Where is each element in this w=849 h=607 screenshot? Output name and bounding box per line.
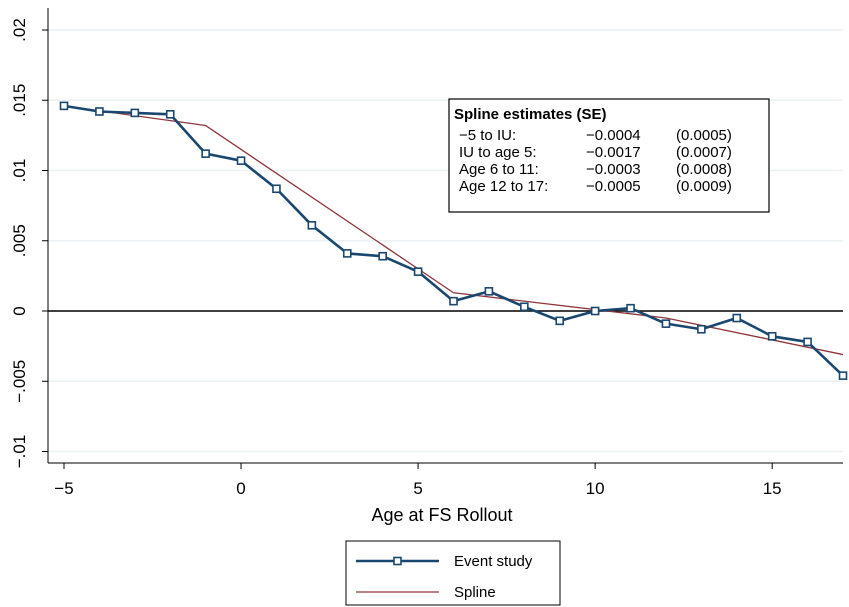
event-study-point: [449, 296, 458, 306]
event-study-point: [767, 331, 777, 341]
legend-frame: [345, 540, 561, 606]
spline-estimates-box: Spline estimates (SE) −5 to IU: −0.0004 (0…: [448, 98, 770, 213]
event-study-point: [342, 249, 352, 258]
event-study-point: [661, 319, 671, 328]
estimates-box-frame: [448, 98, 770, 213]
event-study-point: [378, 251, 387, 261]
y-tick-label: 0: [10, 306, 29, 315]
event-study-point: [732, 313, 742, 323]
estimate-row-value: −0.0005: [586, 178, 641, 195]
event-study-point: [130, 108, 140, 118]
x-tick-label: 5: [413, 479, 422, 498]
x-axis-title: Age at FS Rollout: [371, 505, 512, 525]
legend-event-study-marker: [393, 556, 402, 566]
x-tick-label: 15: [763, 479, 782, 498]
event-study-point: [307, 220, 317, 230]
event-study-point: [95, 107, 104, 116]
estimates-box-title: Spline estimates (SE): [454, 106, 607, 123]
estimate-row-se: (0.0007): [676, 144, 732, 161]
estimate-row-value: −0.0003: [586, 161, 641, 178]
event-study-point: [272, 184, 281, 194]
event-study-point: [555, 316, 565, 326]
event-study-point: [803, 337, 812, 347]
estimate-row-value: −0.0017: [586, 144, 641, 161]
legend-label: Spline: [454, 584, 496, 601]
event-study-point: [201, 149, 210, 158]
estimate-row-label: Age 12 to 17:: [459, 178, 548, 195]
estimate-row-label: Age 6 to 11:: [459, 161, 539, 178]
y-tick-label: .015: [10, 84, 29, 117]
x-tick-label: 10: [586, 479, 605, 498]
estimate-row-label: −5 to IU:: [459, 127, 516, 144]
y-tick-label: −.01: [10, 435, 29, 469]
event-study-point: [590, 306, 600, 316]
gridlines: [48, 29, 843, 453]
legend-label: Event study: [454, 553, 533, 570]
event-study-point: [165, 110, 175, 119]
event-study-point: [484, 287, 494, 296]
y-tick-label: .02: [10, 18, 29, 42]
event-study-point: [413, 267, 423, 276]
y-tick-label: −.005: [10, 360, 29, 403]
y-tick-label: .005: [10, 224, 29, 257]
event-study-point: [626, 303, 635, 313]
axes: .02 .015 .01 .005 0 −.005 −.01 −5 0 5 10 15: [10, 8, 843, 498]
legend-items: Event study Spline: [356, 553, 533, 601]
x-tick-label: 0: [236, 479, 245, 498]
x-tick-label: −5: [54, 479, 73, 498]
event-study-point: [236, 156, 246, 165]
estimates-box-rows: −5 to IU: −0.0004 (0.0005) IU to age 5: −0.0…: [459, 127, 732, 195]
event-study-point: [838, 371, 848, 380]
legend: Event study Spline: [345, 540, 561, 606]
estimate-row-se: (0.0005): [676, 127, 732, 144]
event-study-point: [520, 302, 529, 312]
event-study-point: [697, 324, 706, 334]
event-study-point: [59, 101, 69, 111]
series-lines: [59, 101, 848, 380]
estimate-row-label: IU to age 5:: [459, 144, 537, 161]
estimate-row-se: (0.0009): [676, 178, 732, 195]
estimate-row-se: (0.0008): [676, 161, 732, 178]
spline-line: [63, 105, 844, 356]
estimate-row-value: −0.0004: [586, 127, 641, 144]
y-tick-label: .01: [10, 159, 29, 183]
